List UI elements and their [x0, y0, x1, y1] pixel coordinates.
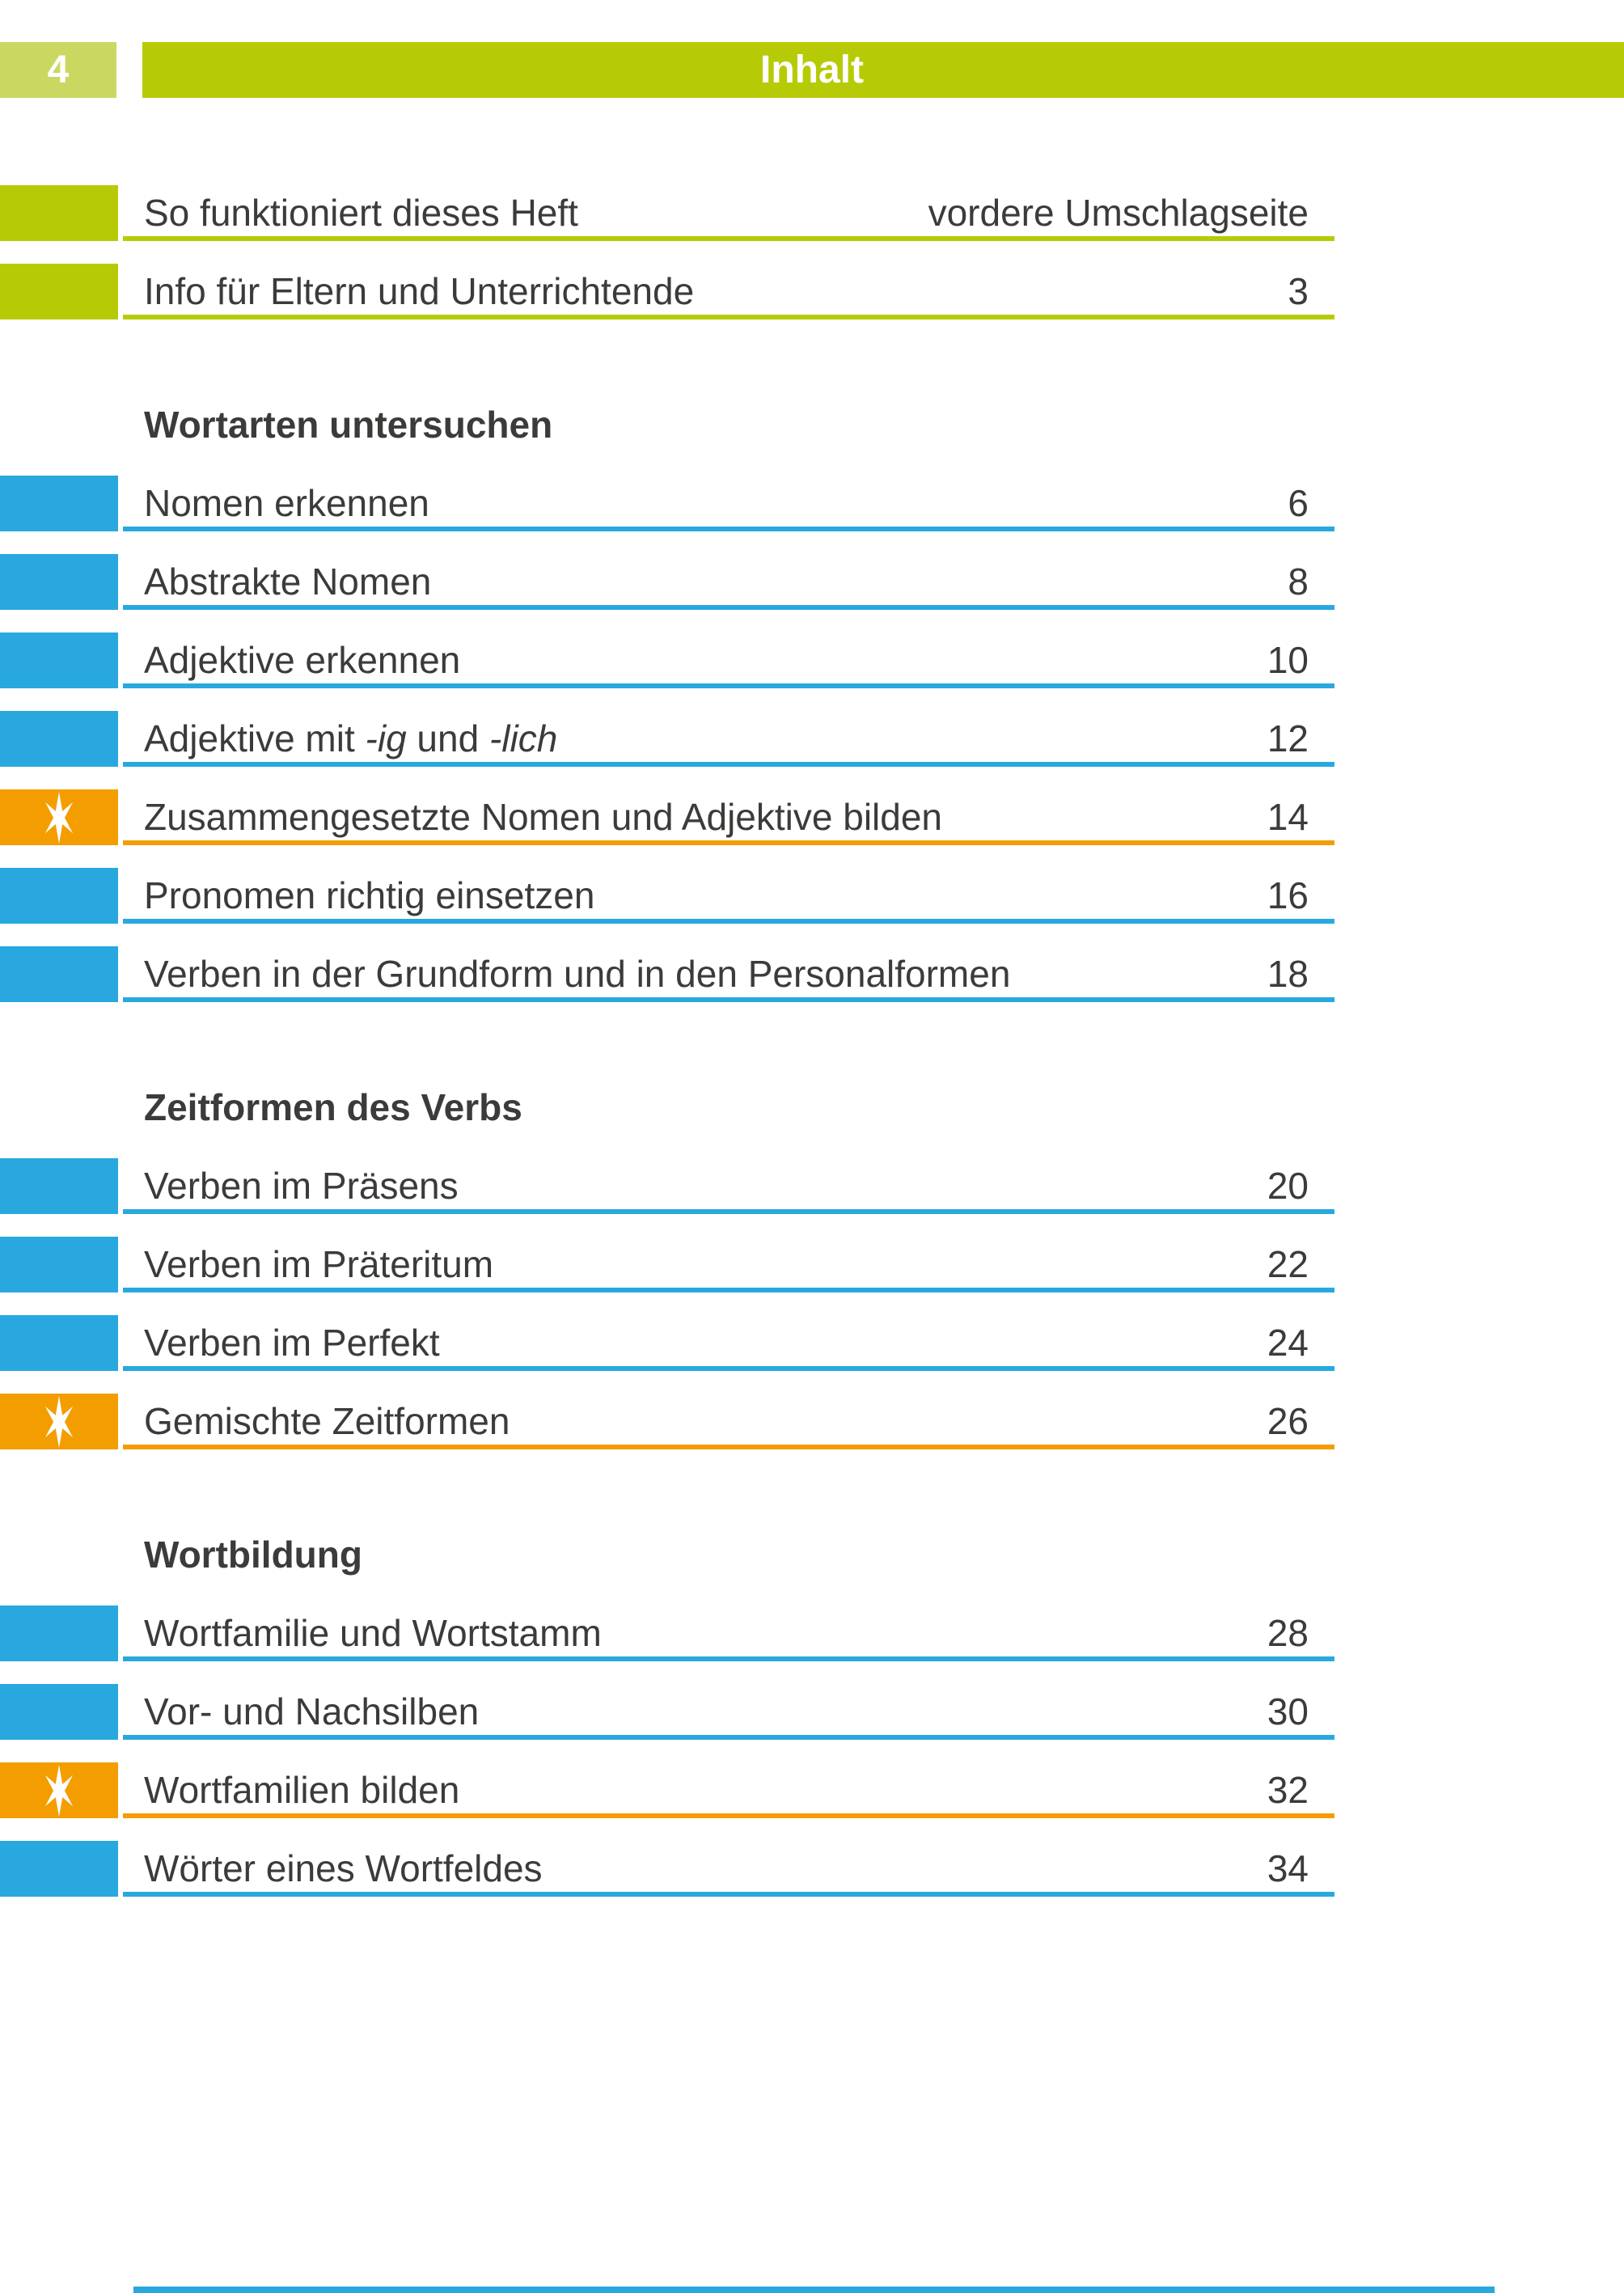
entry-page-ref: 24 — [1267, 1322, 1309, 1364]
toc-entry: Wortfamilien bilden 32 — [0, 1762, 1624, 1818]
entry-color-square — [0, 1684, 118, 1740]
entry-page-ref: 30 — [1267, 1690, 1309, 1732]
entry-page-ref: 10 — [1267, 639, 1309, 681]
entry-title: Verben im Präsens — [144, 1165, 459, 1207]
entry-underline — [123, 236, 1334, 241]
entry-page-ref: 22 — [1267, 1243, 1309, 1285]
toc-entry: Verben im Perfekt 24 — [0, 1315, 1624, 1371]
toc-entry: Verben im Präteritum 22 — [0, 1237, 1624, 1292]
toc-entry: Gemischte Zeitformen 26 — [0, 1394, 1624, 1449]
entry-title: Vor- und Nachsilben — [144, 1690, 480, 1732]
entry-underline — [123, 1288, 1334, 1292]
entry-title: Adjektive erkennen — [144, 639, 461, 681]
section-heading: Zeitformen des Verbs — [144, 1086, 522, 1128]
entry-title: Wortfamilien bilden — [144, 1769, 460, 1811]
entry-page-ref: 12 — [1267, 717, 1309, 759]
toc-entry: Verben in der Grundform und in den Perso… — [0, 946, 1624, 1002]
entry-page-ref: 3 — [1288, 270, 1309, 312]
entry-underline — [123, 1813, 1334, 1818]
entry-title: Abstrakte Nomen — [144, 561, 432, 603]
entry-title: Verben im Präteritum — [144, 1243, 494, 1285]
toc-entry: Wortfamilie und Wortstamm 28 — [0, 1606, 1624, 1661]
entry-color-square — [0, 1762, 118, 1818]
entry-color-square — [0, 264, 118, 319]
toc-entry: Wörter eines Wortfeldes 34 — [0, 1841, 1624, 1897]
entry-title: Zusammengesetzte Nomen und Adjektive bil… — [144, 796, 943, 838]
entry-color-square — [0, 789, 118, 845]
page-title: Inhalt — [760, 49, 864, 91]
toc-entry: Verben im Präsens 20 — [0, 1158, 1624, 1214]
entry-underline — [123, 1656, 1334, 1661]
entry-title: Wörter eines Wortfeldes — [144, 1847, 543, 1889]
entry-title: Adjektive mit -ig und -lich — [144, 717, 558, 759]
entry-color-square — [0, 1394, 118, 1449]
entry-page-ref: 20 — [1267, 1165, 1309, 1207]
entry-title: So funktioniert dieses Heft — [144, 192, 578, 234]
entry-underline — [123, 997, 1334, 1002]
toc-entry: Vor- und Nachsilben 30 — [0, 1684, 1624, 1740]
star-icon — [44, 1395, 74, 1448]
toc-entry: Adjektive erkennen 10 — [0, 632, 1624, 688]
entry-underline — [123, 315, 1334, 319]
toc-entry: Info für Eltern und Unterrichtende 3 — [0, 264, 1624, 319]
entry-title: Nomen erkennen — [144, 482, 429, 524]
entry-page-ref: 32 — [1267, 1769, 1309, 1811]
entry-color-square — [0, 632, 118, 688]
entry-page-ref: 8 — [1288, 561, 1309, 603]
entry-underline — [123, 840, 1334, 845]
entry-underline — [123, 605, 1334, 610]
star-icon — [44, 791, 74, 844]
entry-underline — [123, 527, 1334, 531]
entry-page-ref: 14 — [1267, 796, 1309, 838]
entry-title: Wortfamilie und Wortstamm — [144, 1612, 602, 1654]
section-heading: Wortarten untersuchen — [144, 404, 553, 446]
entry-color-square — [0, 1315, 118, 1371]
entry-underline — [123, 1892, 1334, 1897]
entry-title: Verben im Perfekt — [144, 1322, 440, 1364]
entry-page-ref: 16 — [1267, 874, 1309, 916]
header-bar — [142, 42, 1624, 98]
entry-underline — [123, 683, 1334, 688]
toc-entry: Zusammengesetzte Nomen und Adjektive bil… — [0, 789, 1624, 845]
entry-underline — [123, 919, 1334, 924]
toc-entry: So funktioniert dieses Heft vordere Umsc… — [0, 185, 1624, 241]
entry-title: Info für Eltern und Unterrichtende — [144, 270, 695, 312]
entry-color-square — [0, 476, 118, 531]
entry-underline — [123, 1735, 1334, 1740]
toc-entry: Pronomen richtig einsetzen 16 — [0, 868, 1624, 924]
entry-color-square — [0, 554, 118, 610]
entry-title: Gemischte Zeitformen — [144, 1400, 510, 1442]
entry-title: Verben in der Grundform und in den Perso… — [144, 953, 1011, 995]
entry-color-square — [0, 1606, 118, 1661]
entry-underline — [123, 762, 1334, 767]
entry-color-square — [0, 1841, 118, 1897]
toc-entry: Adjektive mit -ig und -lich 12 — [0, 711, 1624, 767]
entry-color-square — [0, 868, 118, 924]
entry-color-square — [0, 946, 118, 1002]
entry-page-ref: 6 — [1288, 482, 1309, 524]
entry-page-ref: 28 — [1267, 1612, 1309, 1654]
entry-page-ref: 26 — [1267, 1400, 1309, 1442]
entry-title: Pronomen richtig einsetzen — [144, 874, 595, 916]
entry-page-ref: vordere Umschlagseite — [928, 192, 1309, 234]
section-heading: Wortbildung — [144, 1534, 362, 1576]
entry-page-ref: 18 — [1267, 953, 1309, 995]
star-icon — [44, 1764, 74, 1817]
toc-entry: Nomen erkennen 6 — [0, 476, 1624, 531]
entry-color-square — [0, 185, 118, 241]
entry-underline — [123, 1445, 1334, 1449]
entry-color-square — [0, 1237, 118, 1292]
entry-page-ref: 34 — [1267, 1847, 1309, 1889]
page-number-box: 4 — [0, 42, 116, 98]
toc-entry: Abstrakte Nomen 8 — [0, 554, 1624, 610]
entry-underline — [123, 1209, 1334, 1214]
entry-color-square — [0, 711, 118, 767]
entry-color-square — [0, 1158, 118, 1214]
bottom-page-edge-bar — [133, 2287, 1495, 2293]
entry-underline — [123, 1366, 1334, 1371]
